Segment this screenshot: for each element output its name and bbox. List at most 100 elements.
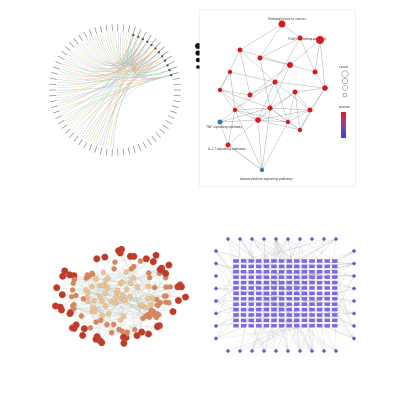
ppi-edge xyxy=(121,255,157,283)
target-node xyxy=(233,313,239,317)
ppi-node xyxy=(156,265,164,273)
bipartite-edge xyxy=(215,309,305,327)
ring-label-tick xyxy=(94,146,98,153)
bipartite-edge xyxy=(235,325,277,352)
ppi-node xyxy=(91,297,98,304)
ppi-edge xyxy=(72,285,100,306)
target-node xyxy=(248,291,254,296)
ppi-node xyxy=(119,292,126,299)
pathway-edge xyxy=(219,121,229,146)
ppi-node xyxy=(108,298,114,305)
bipartite-edge xyxy=(334,298,355,327)
ppi-node xyxy=(102,290,109,296)
ring-label-tick xyxy=(58,55,65,60)
compound-node xyxy=(213,336,219,341)
bipartite-edge xyxy=(258,325,313,352)
target-node xyxy=(248,275,254,279)
pathway-edge xyxy=(259,57,291,66)
ppi-edge xyxy=(70,268,132,313)
compound-node xyxy=(351,261,357,266)
target-node xyxy=(309,297,315,301)
pathway-edge xyxy=(274,37,301,83)
ring-label-tick xyxy=(78,34,83,41)
pathway-node xyxy=(257,55,263,61)
target-node xyxy=(324,270,330,274)
ppi-node xyxy=(108,329,115,336)
pathway-edge xyxy=(274,81,311,111)
bipartite-edge xyxy=(311,271,355,289)
ppi-edge xyxy=(99,296,161,303)
target-node xyxy=(240,297,247,301)
target-node xyxy=(286,324,292,328)
chord-edge xyxy=(141,60,172,81)
ppi-node xyxy=(128,266,135,272)
target-node xyxy=(271,286,277,290)
ppi-node xyxy=(148,301,155,308)
pathway-edge xyxy=(257,109,311,121)
compound-node xyxy=(321,236,327,242)
ppi-node xyxy=(105,310,112,317)
target-node xyxy=(286,275,292,279)
ring-label-tick xyxy=(100,147,103,155)
target-node xyxy=(294,286,300,290)
chord-edge xyxy=(131,37,172,79)
bipartite-edge xyxy=(287,238,297,294)
ring-label-tick xyxy=(69,42,75,48)
ppi-edge xyxy=(101,342,124,344)
compound-node xyxy=(213,323,219,329)
legend-pvalue-bar xyxy=(341,112,346,138)
ppi-edge xyxy=(72,305,149,315)
ppi-node xyxy=(69,294,75,300)
pathway-edge xyxy=(269,91,296,109)
ppi-edge xyxy=(98,319,121,340)
compound-node xyxy=(249,236,255,242)
target-node xyxy=(278,307,285,312)
target-node xyxy=(332,297,338,301)
ring-label-tick xyxy=(127,25,130,33)
target-node xyxy=(256,286,262,290)
target-node xyxy=(286,286,292,290)
target-node xyxy=(271,270,277,274)
ppi-node xyxy=(119,333,127,341)
compound-node xyxy=(351,248,357,254)
target-node xyxy=(332,302,338,306)
target-node xyxy=(256,324,262,328)
ppi-edge xyxy=(105,305,112,333)
ppi-edge xyxy=(96,287,155,323)
compound-node xyxy=(213,311,219,316)
bipartite-edge xyxy=(251,238,313,321)
target-node xyxy=(294,318,300,323)
pathway-edge xyxy=(294,87,326,93)
pathway-edge xyxy=(219,71,231,91)
target-node xyxy=(240,302,247,306)
ppi-node xyxy=(112,259,118,265)
target-node xyxy=(301,307,308,312)
target-node xyxy=(248,280,254,285)
chord-edge xyxy=(94,35,163,70)
bipartite-edge xyxy=(334,287,355,327)
target-node xyxy=(263,324,270,328)
compound-node xyxy=(225,348,231,354)
pathway-edge xyxy=(294,91,301,131)
ppi-edge xyxy=(130,270,163,297)
ppi-node xyxy=(66,271,74,279)
target-node xyxy=(324,259,330,263)
ppi-node xyxy=(167,284,173,290)
pathway-edge xyxy=(259,57,271,109)
ring-label-tick xyxy=(53,66,60,70)
ppi-node xyxy=(116,326,122,333)
ppi-node xyxy=(97,294,103,300)
ppi-node xyxy=(145,270,152,276)
pathway-edge xyxy=(234,109,289,123)
target-node xyxy=(233,286,239,290)
target-node xyxy=(278,280,285,285)
pathway-edge xyxy=(219,119,259,123)
ppi-node xyxy=(146,274,153,281)
ppi-edge xyxy=(124,300,158,327)
pathway-node xyxy=(297,35,303,41)
ring-label-tick xyxy=(127,147,130,155)
target-node xyxy=(263,286,270,290)
ring-label-tick xyxy=(61,50,68,56)
ppi-edge xyxy=(113,324,158,327)
target-node xyxy=(301,324,308,328)
